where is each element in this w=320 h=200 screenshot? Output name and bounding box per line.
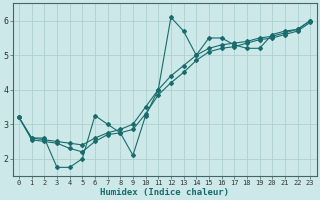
X-axis label: Humidex (Indice chaleur): Humidex (Indice chaleur) xyxy=(100,188,229,197)
